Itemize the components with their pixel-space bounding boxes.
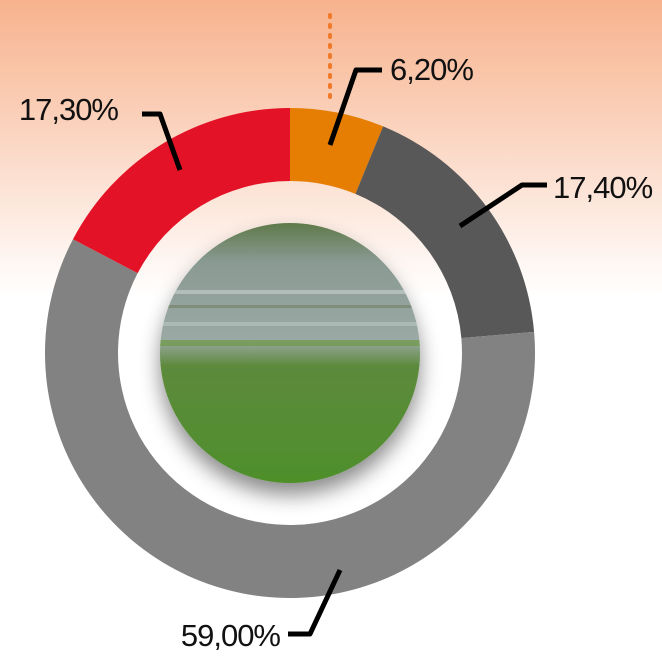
value-label: 59,00% bbox=[181, 618, 281, 653]
value-label: 17,30% bbox=[19, 92, 119, 127]
chart: 6,20% 17,40% 59,00% 17,30% bbox=[0, 0, 662, 659]
value-label: 17,40% bbox=[553, 170, 653, 205]
value-label: 6,20% bbox=[390, 52, 473, 87]
photo bbox=[160, 223, 420, 483]
